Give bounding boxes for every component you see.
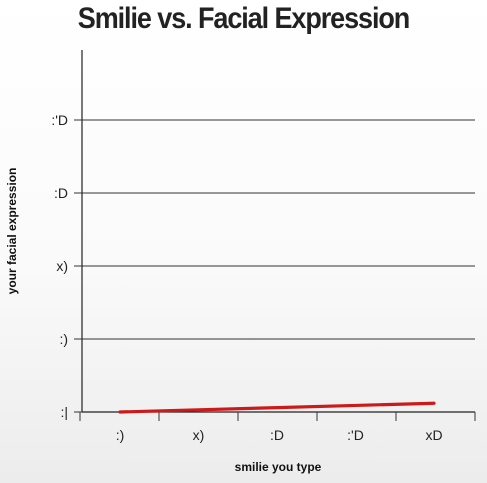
x-tick-label: xD	[425, 427, 442, 443]
x-tick-label: :)	[116, 427, 125, 443]
y-tick-labels: :|:) x) :D :'D	[51, 112, 82, 420]
x-tick-label: :D	[270, 427, 284, 443]
y-tick-label: :D	[54, 185, 68, 201]
y-tick-label: :)	[59, 331, 68, 347]
y-tick-label: :|	[60, 404, 68, 420]
y-tick-label: :'D	[51, 112, 68, 128]
x-tick-labels: :) x) :D :'D xD	[79, 412, 476, 443]
series	[118, 401, 436, 414]
chart-title: Smilie vs. Facial Expression	[77, 2, 411, 35]
x-axis-title: smilie you type	[235, 460, 322, 474]
grid-lines	[82, 119, 475, 340]
y-tick-label: x)	[56, 258, 68, 274]
x-tick-label: x)	[193, 427, 205, 443]
x-tick-label: :'D	[347, 427, 364, 443]
y-axis-title: your facial expression	[5, 168, 19, 295]
series-line	[118, 401, 436, 414]
axes	[81, 50, 475, 413]
